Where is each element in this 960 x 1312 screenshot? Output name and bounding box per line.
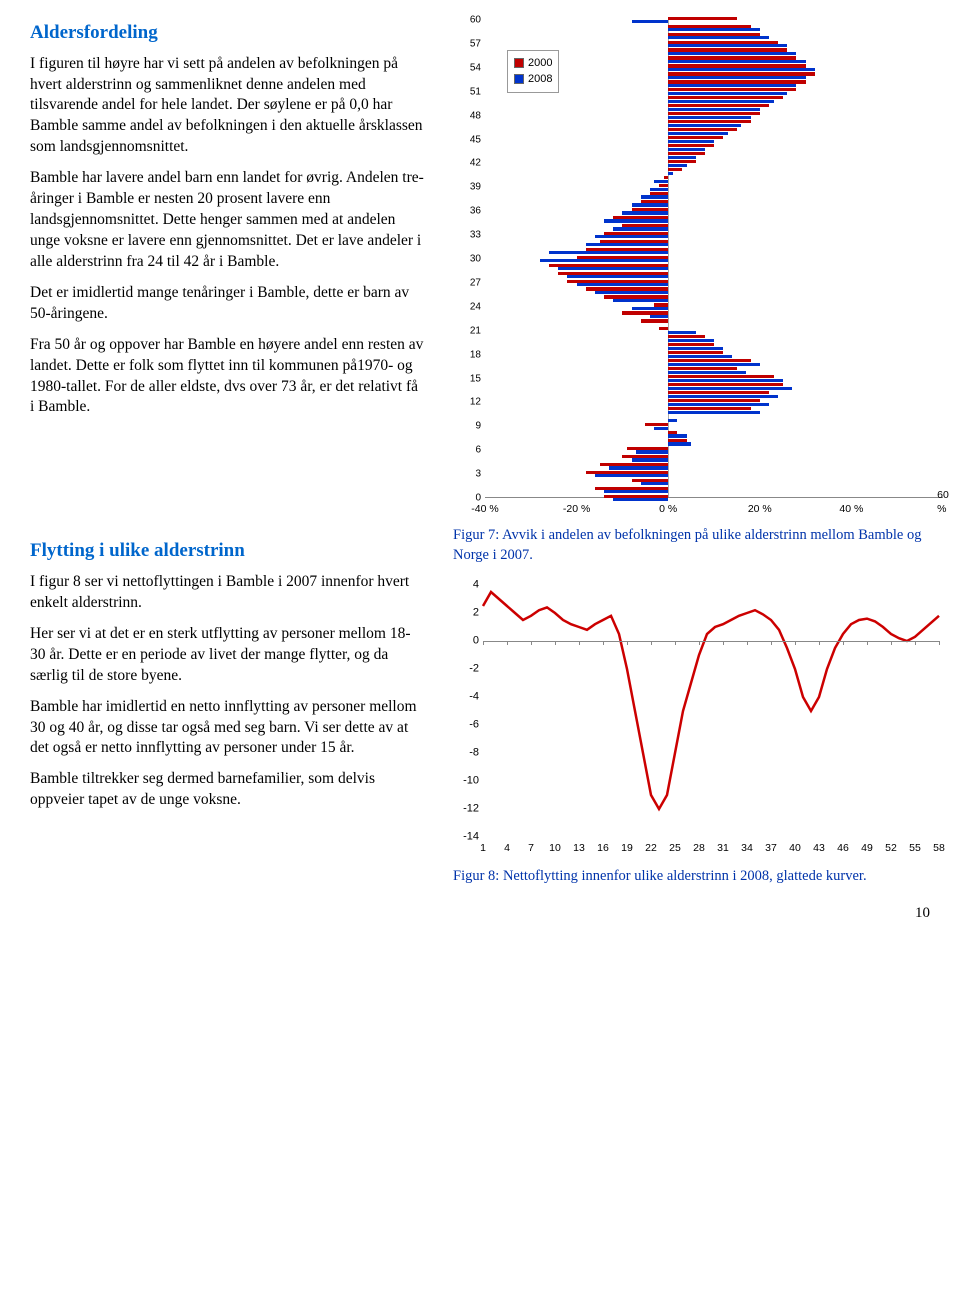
section2-p3: Bamble har imidlertid en netto innflytti… bbox=[30, 697, 425, 760]
chart1-ytick: 18 bbox=[457, 348, 481, 362]
chart1-xtick: 20 % bbox=[748, 502, 772, 516]
section1-p2: Bamble har lavere andel barn enn landet … bbox=[30, 168, 425, 273]
chart1-ytick: 6 bbox=[457, 443, 481, 457]
chart2-ytick: -10 bbox=[455, 774, 479, 789]
chart1-legend: 20002008 bbox=[507, 50, 559, 93]
chart1-ytick: 48 bbox=[457, 109, 481, 123]
chart1-ytick: 57 bbox=[457, 37, 481, 51]
chart1-xtick: 60 % bbox=[937, 488, 949, 516]
chart2-xtick: 55 bbox=[909, 841, 921, 855]
chart2-xtick: 49 bbox=[861, 841, 873, 855]
chart-net-migration: 1 4 7 10 13 16 19 22 25 28 31 34 37 40 43 46 49 52 55 58 4 2 0… bbox=[453, 581, 943, 861]
chart1-ytick: 51 bbox=[457, 85, 481, 99]
chart2-xtick: 22 bbox=[645, 841, 657, 855]
chart2-xtick: 40 bbox=[789, 841, 801, 855]
chart1-ytick: 21 bbox=[457, 324, 481, 338]
section1-p1: I figuren til høyre har vi sett på andel… bbox=[30, 54, 425, 159]
chart1-xtick: -20 % bbox=[563, 502, 590, 516]
chart2-xtick: 58 bbox=[933, 841, 945, 855]
page-number: 10 bbox=[30, 903, 930, 923]
chart1-ytick: 45 bbox=[457, 133, 481, 147]
chart2-ytick: -6 bbox=[455, 718, 479, 733]
section2-title: Flytting i ulike alderstrinn bbox=[30, 538, 425, 564]
chart2-ytick: -4 bbox=[455, 690, 479, 705]
chart2-xtick: 1 bbox=[480, 841, 486, 855]
chart2-xtick: 10 bbox=[549, 841, 561, 855]
chart2-xtick: 16 bbox=[597, 841, 609, 855]
section1-p4: Fra 50 år og oppover har Bamble en høyer… bbox=[30, 335, 425, 419]
chart1-caption: Figur 7: Avvik i andelen av befolkningen… bbox=[453, 526, 943, 565]
section1-p3: Det er imidlertid mange tenåringer i Bam… bbox=[30, 283, 425, 325]
chart2-ytick: -12 bbox=[455, 802, 479, 817]
chart1-ytick: 9 bbox=[457, 420, 481, 434]
chart2-ytick: 0 bbox=[455, 634, 479, 649]
chart2-xtick: 19 bbox=[621, 841, 633, 855]
chart1-xtick: 0 % bbox=[659, 502, 677, 516]
section1-title: Aldersfordeling bbox=[30, 20, 425, 46]
chart1-ytick: 54 bbox=[457, 61, 481, 75]
chart2-xtick: 37 bbox=[765, 841, 777, 855]
chart-age-deviation: 60575451484542393633302724211815129630 2… bbox=[453, 20, 943, 520]
chart2-xtick: 13 bbox=[573, 841, 585, 855]
chart1-ytick: 60 bbox=[457, 13, 481, 27]
chart2-xtick: 4 bbox=[504, 841, 510, 855]
chart2-xtick: 7 bbox=[528, 841, 534, 855]
chart1-ytick: 30 bbox=[457, 252, 481, 266]
chart1-ytick: 33 bbox=[457, 228, 481, 242]
chart2-xtick: 34 bbox=[741, 841, 753, 855]
chart1-ytick: 27 bbox=[457, 276, 481, 290]
section2-p4: Bamble tiltrekker seg dermed barnefamili… bbox=[30, 769, 425, 811]
chart2-ytick: -8 bbox=[455, 746, 479, 761]
chart2-ytick: 2 bbox=[455, 606, 479, 621]
section2-p2: Her ser vi at det er en sterk utflytting… bbox=[30, 624, 425, 687]
chart1-xtick: -40 % bbox=[471, 502, 498, 516]
chart1-ytick: 12 bbox=[457, 396, 481, 410]
chart2-xtick: 28 bbox=[693, 841, 705, 855]
chart2-xtick: 46 bbox=[837, 841, 849, 855]
chart2-xtick: 43 bbox=[813, 841, 825, 855]
chart1-xtick: 40 % bbox=[839, 502, 863, 516]
migration-line bbox=[483, 592, 939, 809]
chart2-ytick: -14 bbox=[455, 830, 479, 845]
chart2-xtick: 52 bbox=[885, 841, 897, 855]
chart1-ytick: 39 bbox=[457, 181, 481, 195]
chart1-ytick: 15 bbox=[457, 372, 481, 386]
chart2-ytick: -2 bbox=[455, 662, 479, 677]
chart2-xtick: 25 bbox=[669, 841, 681, 855]
chart1-ytick: 42 bbox=[457, 157, 481, 171]
chart1-ytick: 36 bbox=[457, 204, 481, 218]
chart2-caption: Figur 8: Nettoflytting innenfor ulike al… bbox=[453, 867, 943, 887]
chart2-xtick: 31 bbox=[717, 841, 729, 855]
legend-item: 2000 bbox=[514, 56, 552, 71]
chart2-ytick: 4 bbox=[455, 578, 479, 593]
chart1-ytick: 24 bbox=[457, 300, 481, 314]
chart1-ytick: 3 bbox=[457, 467, 481, 481]
section2-p1: I figur 8 ser vi nettoflyttingen i Bambl… bbox=[30, 572, 425, 614]
legend-item: 2008 bbox=[514, 72, 552, 87]
